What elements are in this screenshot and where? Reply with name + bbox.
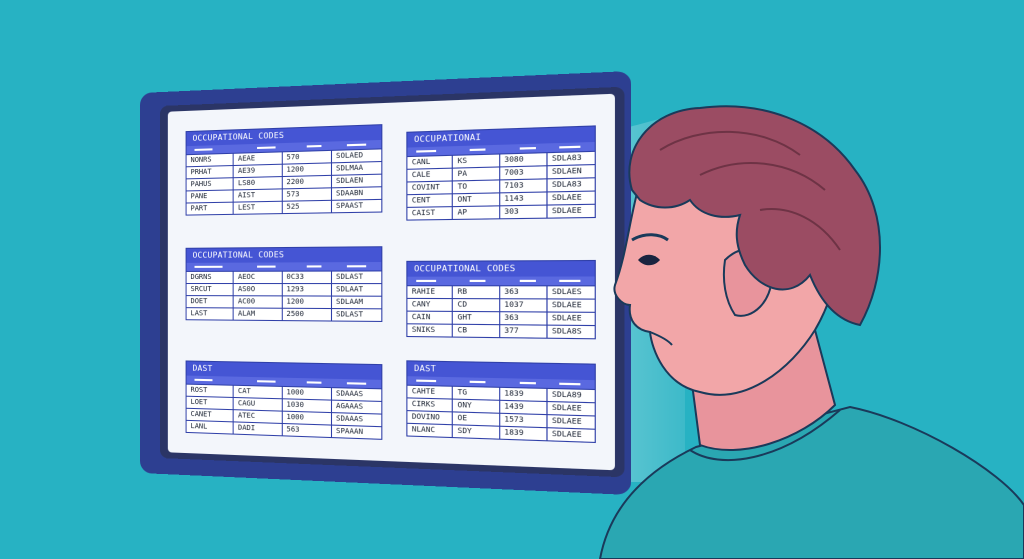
shirt bbox=[600, 407, 1024, 559]
